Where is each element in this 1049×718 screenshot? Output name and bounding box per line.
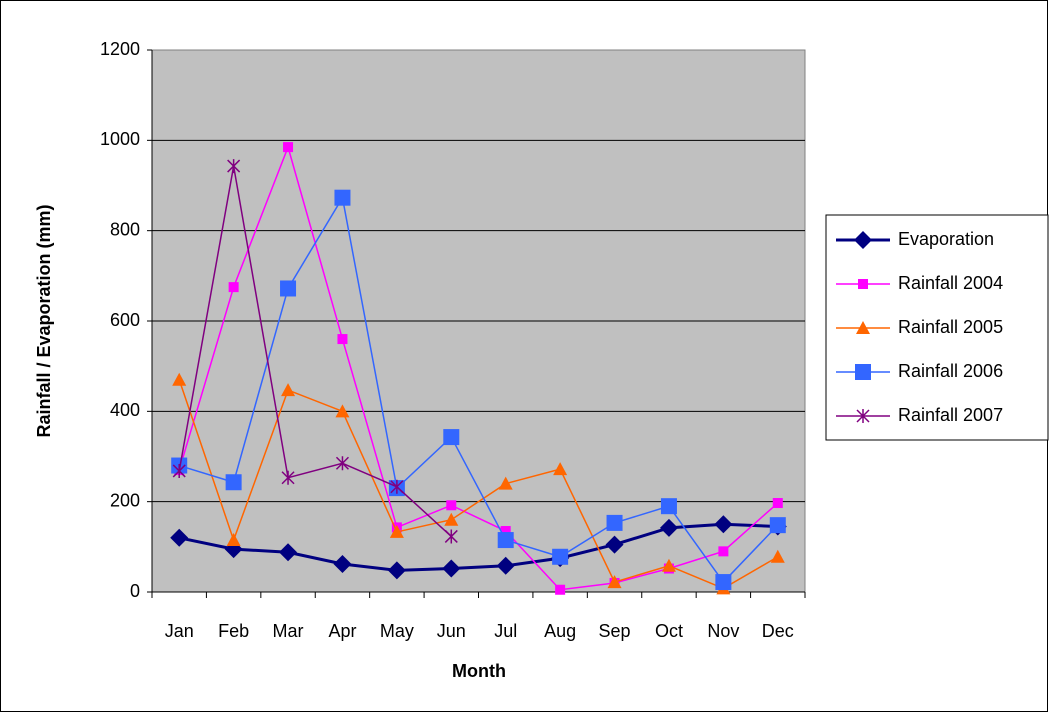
x-tick-label: Dec bbox=[762, 621, 794, 641]
legend-label: Rainfall 2006 bbox=[898, 361, 1003, 381]
y-tick-label: 0 bbox=[130, 581, 140, 601]
marker bbox=[389, 524, 404, 538]
x-tick-label: Jul bbox=[494, 621, 517, 641]
marker bbox=[769, 517, 786, 534]
legend-label: Rainfall 2004 bbox=[898, 273, 1003, 293]
marker bbox=[446, 500, 457, 511]
marker bbox=[444, 512, 459, 526]
x-tick-label: Nov bbox=[707, 621, 739, 641]
marker bbox=[279, 543, 298, 562]
series-line bbox=[178, 144, 779, 591]
marker bbox=[497, 532, 514, 549]
legend-label: Rainfall 2005 bbox=[898, 317, 1003, 337]
y-tick-label: 1000 bbox=[100, 129, 140, 149]
marker bbox=[659, 518, 678, 537]
marker bbox=[856, 409, 870, 423]
marker bbox=[227, 159, 241, 174]
x-tick-label: Feb bbox=[218, 621, 249, 641]
y-tick-label: 600 bbox=[110, 310, 140, 330]
x-tick-label: May bbox=[380, 621, 414, 641]
y-tick-label: 200 bbox=[110, 490, 140, 510]
marker bbox=[442, 559, 461, 578]
y-tick-label: 400 bbox=[110, 400, 140, 420]
marker bbox=[280, 280, 297, 297]
marker bbox=[281, 470, 295, 485]
y-axis-label: Rainfall / Evaporation (mm) bbox=[34, 204, 54, 437]
x-tick-label: Aug bbox=[544, 621, 576, 641]
marker bbox=[390, 479, 404, 494]
x-axis-label: Month bbox=[452, 661, 506, 681]
marker bbox=[334, 189, 351, 206]
x-tick-label: Apr bbox=[328, 621, 356, 641]
marker bbox=[225, 474, 242, 491]
series-line bbox=[178, 165, 452, 537]
series-line bbox=[178, 195, 779, 584]
marker bbox=[335, 456, 349, 471]
marker bbox=[715, 574, 732, 591]
legend-label: Rainfall 2007 bbox=[898, 405, 1003, 425]
x-tick-label: Sep bbox=[599, 621, 631, 641]
marker bbox=[337, 334, 348, 345]
marker bbox=[714, 515, 733, 534]
y-tick-label: 1200 bbox=[100, 39, 140, 59]
x-tick-label: Jun bbox=[437, 621, 466, 641]
marker bbox=[228, 282, 239, 293]
marker bbox=[856, 321, 870, 334]
marker bbox=[281, 383, 296, 397]
marker bbox=[855, 364, 871, 380]
marker bbox=[335, 404, 350, 418]
marker bbox=[607, 575, 622, 589]
marker bbox=[772, 498, 783, 509]
marker bbox=[606, 514, 623, 531]
marker bbox=[170, 528, 189, 547]
marker bbox=[498, 476, 513, 490]
x-tick-label: Jan bbox=[165, 621, 194, 641]
marker bbox=[718, 546, 729, 557]
marker bbox=[443, 429, 460, 446]
marker bbox=[858, 279, 868, 289]
x-tick-label: Oct bbox=[655, 621, 683, 641]
marker bbox=[333, 554, 352, 573]
marker bbox=[444, 529, 458, 544]
marker bbox=[555, 584, 566, 595]
y-tick-label: 800 bbox=[110, 219, 140, 239]
marker bbox=[496, 556, 515, 575]
marker bbox=[500, 526, 511, 537]
marker bbox=[553, 462, 568, 476]
series-line bbox=[178, 522, 778, 572]
marker bbox=[172, 463, 186, 478]
marker bbox=[770, 549, 785, 563]
marker bbox=[226, 533, 241, 547]
marker bbox=[605, 535, 624, 554]
x-tick-label: Mar bbox=[273, 621, 304, 641]
marker bbox=[661, 558, 676, 572]
marker bbox=[854, 231, 872, 249]
legend-label: Evaporation bbox=[898, 229, 994, 249]
marker bbox=[552, 548, 569, 565]
marker bbox=[172, 372, 187, 386]
marker bbox=[660, 498, 677, 515]
series-line bbox=[178, 379, 779, 590]
marker bbox=[387, 561, 406, 580]
marker bbox=[283, 142, 294, 153]
